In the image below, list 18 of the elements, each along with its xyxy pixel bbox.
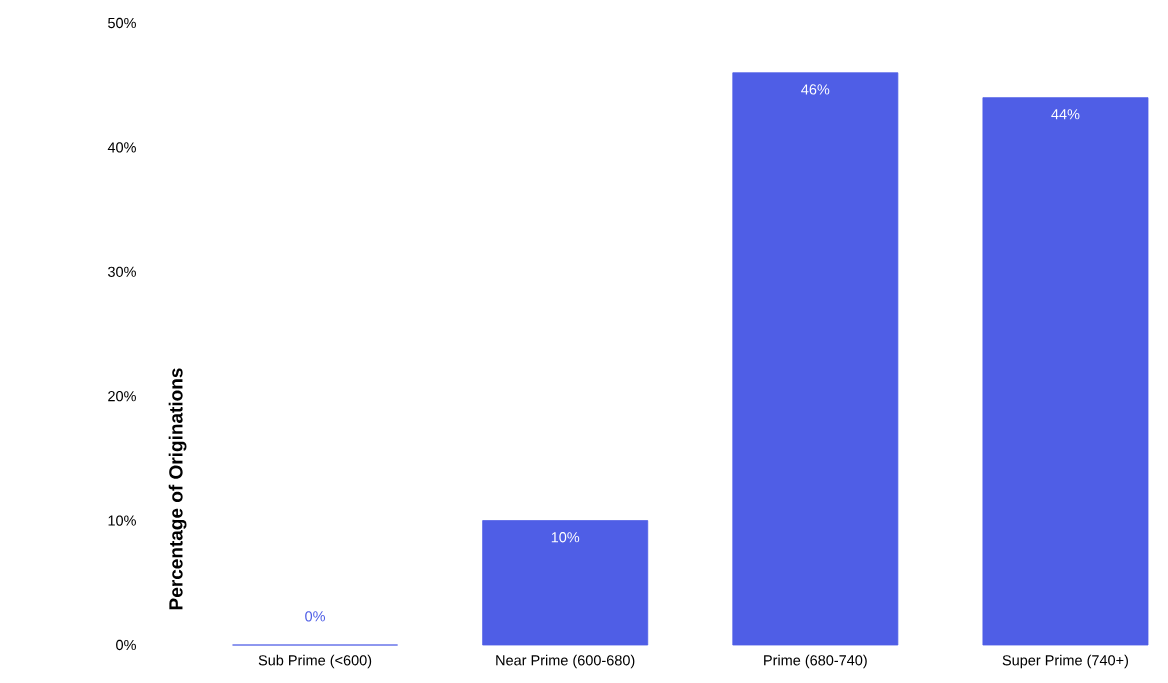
- y-tick-label: 30%: [108, 266, 136, 277]
- y-tick-label: 40%: [107, 142, 136, 153]
- bar: [982, 97, 1149, 646]
- y-tick-label: 0%: [116, 639, 136, 651]
- data-label: 10%: [551, 532, 580, 543]
- x-tick-label: Sub Prime (<600): [258, 654, 372, 669]
- x-tick-label: Near Prime (600-680): [496, 654, 635, 669]
- data-label: 0%: [305, 611, 326, 622]
- bar: [482, 520, 649, 646]
- y-axis-title: Percentage of Originations: [168, 368, 187, 610]
- y-tick-label: 50%: [108, 17, 136, 29]
- x-tick-label: Super Prime (740+): [1002, 654, 1128, 669]
- y-tick-label: 10%: [108, 515, 136, 526]
- data-label: 46%: [801, 84, 830, 95]
- bar: [732, 72, 899, 646]
- data-label: 44%: [1051, 109, 1080, 120]
- y-tick-label: 20%: [108, 391, 136, 402]
- x-tick-label: Prime (680-740): [764, 654, 867, 669]
